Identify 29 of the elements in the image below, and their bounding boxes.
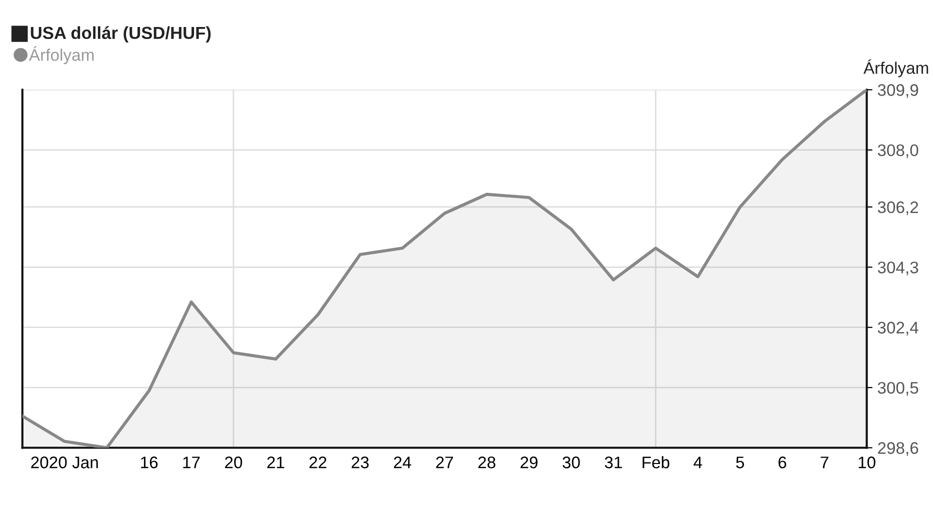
y-tick-label: 308,0: [878, 144, 918, 158]
x-tick-label: 23: [352, 456, 369, 468]
y-tick-label: 306,2: [878, 201, 918, 216]
x-tick-label: 7: [820, 456, 828, 468]
x-tick-label: 27: [436, 456, 454, 468]
y-tick-label: 304,3: [878, 262, 918, 276]
x-tick-label: 4: [694, 456, 702, 468]
x-tick-label: 2020 Jan: [31, 456, 98, 468]
y-tick-label: 309,9: [878, 84, 918, 98]
chart-title: USA dollár (USD/HUF): [30, 26, 211, 42]
x-tick-label: 16: [141, 456, 158, 468]
y-tick-label: 298,6: [878, 442, 918, 456]
x-tick-label: 29: [520, 456, 538, 468]
x-tick-label: 24: [394, 456, 412, 468]
x-tick-label: 20: [225, 456, 242, 468]
y-tick-label: 300,5: [878, 382, 918, 396]
x-tick-label: 31: [604, 456, 622, 468]
y-tick-label: 302,4: [878, 322, 918, 336]
x-tick-label: 17: [183, 456, 200, 468]
x-tick-label: 5: [736, 456, 744, 468]
x-tick-label: 6: [778, 456, 786, 468]
x-tick-label: 28: [478, 456, 496, 468]
x-tick-label: 10: [858, 456, 876, 468]
x-tick-label: 30: [562, 456, 580, 468]
x-tick-label: Feb: [642, 456, 670, 468]
legend-label: Árfolyam: [28, 46, 94, 64]
x-tick-label: 21: [267, 456, 284, 468]
y-axis-title: Árfolyam: [863, 59, 928, 78]
x-tick-label: 22: [309, 456, 326, 468]
